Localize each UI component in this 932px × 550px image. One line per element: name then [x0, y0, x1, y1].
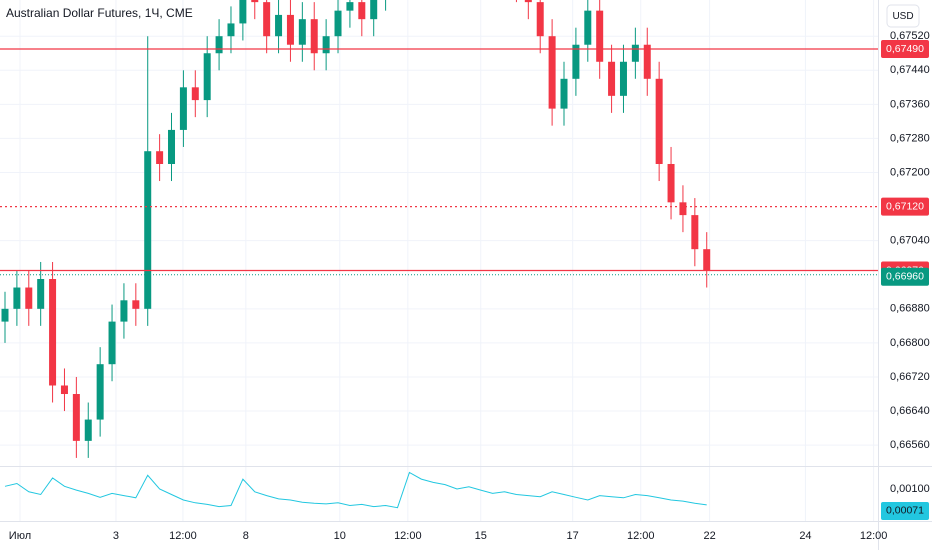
- x-tick-label: 10: [334, 530, 346, 542]
- level-label: 0,67490: [886, 43, 924, 55]
- y-tick-label: 0,67200: [890, 166, 930, 178]
- candle-body: [370, 0, 378, 20]
- last-price-label: 0,66960: [886, 271, 924, 283]
- candle-body: [203, 53, 211, 101]
- grid: [0, 0, 878, 521]
- y-tick-label: 0,66640: [890, 405, 930, 417]
- candle-body: [108, 321, 116, 365]
- indicator-pane: [4, 471, 707, 509]
- candle-body: [703, 249, 711, 271]
- candle-body: [691, 215, 699, 250]
- candle-body: [643, 44, 651, 79]
- candle-body: [322, 36, 330, 54]
- candle-body: [631, 44, 639, 62]
- candle-body: [572, 44, 580, 79]
- y-tick-label: 0,67280: [890, 132, 930, 144]
- candle-body: [49, 279, 57, 386]
- y-tick-label: 0,66560: [890, 439, 930, 451]
- candle-body: [346, 2, 354, 11]
- candle-body: [96, 364, 104, 420]
- candle-body: [524, 0, 532, 3]
- indicator-line: [4, 471, 707, 509]
- x-tick-label: 15: [475, 530, 487, 542]
- x-tick-label: 8: [243, 530, 249, 542]
- candle-body: [179, 87, 187, 130]
- candle-body: [310, 19, 318, 54]
- candle-body: [156, 151, 164, 164]
- candle-body: [560, 78, 568, 109]
- candle-body: [655, 78, 663, 164]
- y2-tick-label: 0,00100: [890, 483, 930, 495]
- candle-body: [263, 2, 271, 37]
- indicator-label: 0,00071: [886, 505, 924, 517]
- candle-body: [358, 2, 366, 20]
- candle-body: [298, 19, 306, 45]
- candle-body: [60, 385, 68, 395]
- candle-body: [168, 129, 176, 164]
- currency-box[interactable]: [886, 4, 920, 28]
- x-tick-label: 12:00: [169, 530, 197, 542]
- x-tick-label: 22: [703, 530, 715, 542]
- candle-body: [37, 279, 45, 309]
- price-pane: [0, 0, 878, 458]
- candle-body: [239, 0, 247, 24]
- candle-body: [191, 87, 199, 101]
- level-label-bg: [881, 39, 929, 58]
- candle-body: [84, 419, 92, 441]
- x-tick-label: 12:00: [860, 530, 888, 542]
- candle-body: [608, 61, 616, 96]
- level-label-bg: [881, 197, 929, 216]
- x-tick-label: 12:00: [394, 530, 422, 542]
- y-tick-label: 0,67520: [890, 30, 930, 42]
- last-price-bg: [881, 267, 929, 286]
- candle-body: [275, 14, 283, 37]
- candle-body: [596, 10, 604, 62]
- candle-body: [144, 151, 152, 309]
- y-tick-label: 0,66880: [890, 303, 930, 315]
- candle-body: [25, 287, 33, 309]
- candle-body: [132, 300, 140, 309]
- candle-body: [120, 300, 128, 322]
- y-tick-label: 0,67440: [890, 64, 930, 76]
- level-label: 0,67120: [886, 200, 924, 212]
- y-tick-label: 0,67360: [890, 98, 930, 110]
- candle-body: [584, 10, 592, 45]
- candle-body: [536, 2, 544, 37]
- candle-body: [13, 287, 21, 309]
- candle-body: [251, 0, 259, 3]
- y-tick-label: 0,66800: [890, 337, 930, 349]
- candle-body: [1, 308, 9, 322]
- y-tick-label: 0,67040: [890, 235, 930, 247]
- candle-body: [548, 36, 556, 109]
- x-tick-label: 12:00: [627, 530, 655, 542]
- x-tick-label: 3: [113, 530, 119, 542]
- candle-body: [679, 202, 687, 216]
- chart-title: Australian Dollar Futures, 1Ч, CME: [6, 6, 193, 20]
- x-tick-label: 17: [567, 530, 579, 542]
- currency[interactable]: USD: [892, 11, 913, 22]
- candle-body: [227, 23, 235, 37]
- y-tick-label: 0,66720: [890, 371, 930, 383]
- indicator-label-bg: [881, 501, 929, 520]
- axes: 0,67520 0,67440 0,67360 0,67280 0,67200 0,670…: [9, 30, 930, 542]
- candle-body: [334, 10, 342, 37]
- x-tick-label: Июл: [9, 530, 31, 542]
- candle-body: [72, 394, 80, 441]
- candle-body: [215, 36, 223, 54]
- x-tick-label: 24: [799, 530, 811, 542]
- candle-body: [667, 163, 675, 203]
- candle-body: [619, 61, 627, 96]
- candle-body: [286, 14, 294, 45]
